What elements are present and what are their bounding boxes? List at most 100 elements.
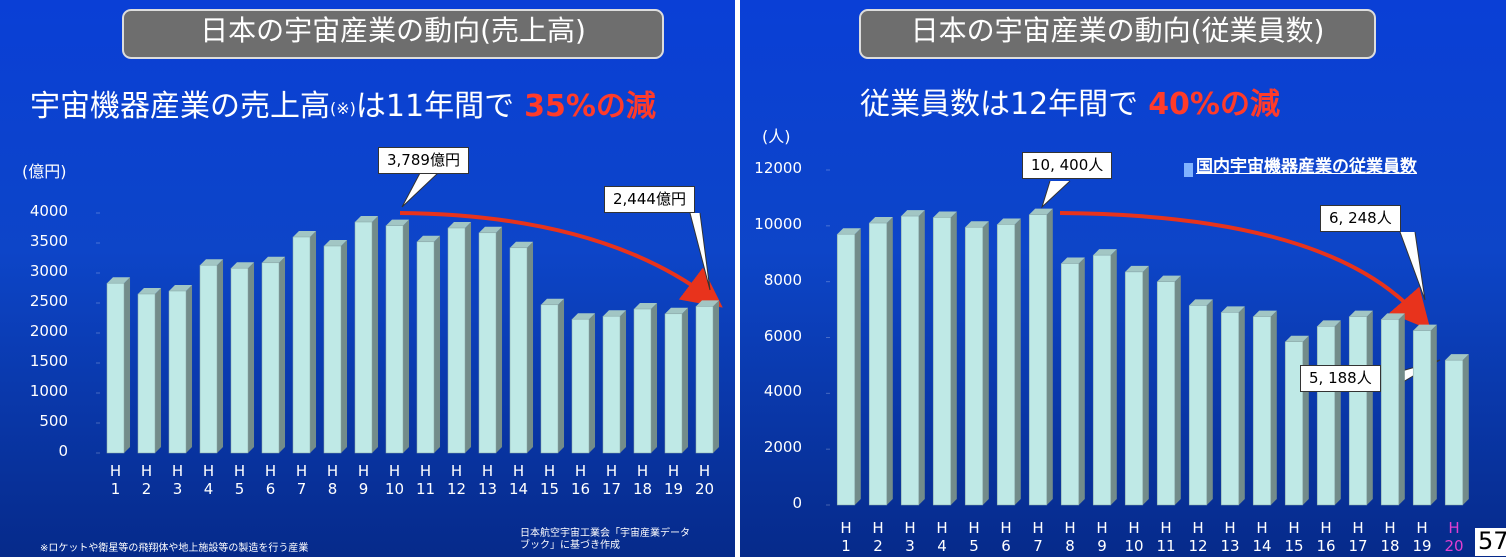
bar-side bbox=[1366, 310, 1373, 505]
bar bbox=[199, 264, 218, 454]
bar bbox=[996, 224, 1016, 506]
x-tick-label: H 1 bbox=[109, 462, 122, 498]
x-tick-label: H 5 bbox=[968, 519, 980, 555]
y-tick-label: 0 bbox=[58, 442, 68, 460]
x-tick-label: H 19 bbox=[1412, 519, 1432, 555]
bar-side bbox=[982, 221, 989, 505]
bar bbox=[354, 221, 373, 454]
bar bbox=[1316, 326, 1336, 506]
y-axis-label: (人) bbox=[762, 127, 791, 146]
title-box bbox=[859, 9, 1376, 59]
x-tick-label: H 18 bbox=[1380, 519, 1400, 555]
bar-top bbox=[1285, 335, 1309, 342]
x-tick-label: H 14 bbox=[1252, 519, 1272, 555]
bar-top bbox=[571, 313, 596, 320]
bar-side bbox=[527, 241, 534, 453]
x-tick-label: H 12 bbox=[446, 462, 467, 498]
bar bbox=[1412, 330, 1432, 506]
bar-side bbox=[854, 228, 861, 506]
bar bbox=[1252, 316, 1272, 506]
bar bbox=[230, 267, 249, 454]
bar bbox=[1092, 254, 1112, 506]
x-tick-label: H 13 bbox=[477, 462, 498, 498]
x-tick-label: H 4 bbox=[936, 519, 948, 555]
bar-top bbox=[1093, 249, 1117, 256]
x-tick-label: H 8 bbox=[326, 462, 339, 498]
bar-side bbox=[620, 310, 627, 453]
bar bbox=[137, 293, 156, 454]
bar-side bbox=[372, 216, 379, 453]
bar-side bbox=[950, 211, 957, 506]
y-tick-label: 10000 bbox=[754, 214, 802, 233]
bar-top bbox=[447, 222, 472, 228]
bar bbox=[836, 233, 856, 506]
bar bbox=[323, 245, 342, 454]
legend-label: 国内宇宙機器産業の従業員数 bbox=[1196, 157, 1417, 177]
bar bbox=[540, 304, 559, 454]
bar-side bbox=[279, 256, 286, 453]
x-tick-label: H 19 bbox=[663, 462, 684, 498]
bar-top bbox=[1029, 208, 1053, 215]
bar bbox=[416, 241, 435, 454]
bar bbox=[168, 290, 187, 454]
bar bbox=[509, 247, 528, 454]
x-tick-label: H 6 bbox=[264, 462, 277, 498]
legend-swatch bbox=[1184, 163, 1193, 177]
x-tick-label: H 3 bbox=[171, 462, 184, 498]
bar bbox=[602, 315, 621, 454]
bar-side bbox=[341, 240, 348, 453]
bar bbox=[106, 282, 125, 454]
x-tick-label: H 11 bbox=[415, 462, 436, 498]
bar-top bbox=[478, 226, 503, 233]
annotation: 6, 248人 bbox=[1320, 205, 1401, 233]
x-tick-label: H 8 bbox=[1064, 519, 1076, 555]
bar-top bbox=[1413, 324, 1437, 331]
bar-top bbox=[261, 256, 286, 263]
bar-top bbox=[168, 285, 193, 291]
bar-side bbox=[886, 217, 893, 505]
bar bbox=[932, 217, 952, 506]
bar-side bbox=[1270, 310, 1277, 505]
subtitle-part: 35%の減 bbox=[524, 89, 656, 124]
bar bbox=[447, 227, 466, 454]
bar bbox=[1444, 359, 1464, 506]
subtitle-part: 宇宙機器産業の売上高 bbox=[30, 89, 330, 124]
bar-top bbox=[292, 231, 317, 237]
y-tick-label: 4000 bbox=[763, 382, 802, 401]
bar bbox=[292, 236, 311, 454]
y-tick-label: 1000 bbox=[29, 382, 68, 400]
bar-top bbox=[1445, 354, 1469, 361]
x-tick-label: H 18 bbox=[632, 462, 653, 498]
bar-top bbox=[323, 240, 348, 246]
bar bbox=[1188, 305, 1208, 506]
bar-side bbox=[1430, 324, 1437, 505]
x-tick-label: H 20 bbox=[1444, 519, 1464, 555]
y-axis-label: (億円) bbox=[22, 162, 67, 181]
bar bbox=[1156, 281, 1176, 506]
annotation: 2,444億円 bbox=[604, 186, 695, 214]
callout-tail bbox=[1399, 231, 1426, 301]
subtitle: 従業員数は12年間で 40%の減 bbox=[860, 87, 1280, 123]
bar bbox=[1028, 214, 1048, 506]
bar-top bbox=[1061, 257, 1085, 264]
bar-top bbox=[1253, 310, 1277, 317]
x-tick-label: H 12 bbox=[1188, 519, 1208, 555]
x-tick-label: H 4 bbox=[202, 462, 215, 498]
bar-side bbox=[155, 288, 162, 453]
callout-tail bbox=[401, 172, 439, 208]
bar-top bbox=[1349, 310, 1373, 317]
bar bbox=[1380, 319, 1400, 506]
bar-side bbox=[465, 222, 472, 453]
x-tick-label: H 16 bbox=[570, 462, 591, 498]
bar-side bbox=[1142, 265, 1149, 505]
x-tick-label: H 17 bbox=[1348, 519, 1368, 555]
bar bbox=[385, 225, 404, 454]
x-tick-label: H 2 bbox=[140, 462, 153, 498]
bar-top bbox=[837, 228, 861, 235]
y-tick-label: 1500 bbox=[29, 352, 68, 370]
divider bbox=[735, 0, 740, 557]
subtitle-part: (※) bbox=[330, 99, 356, 118]
bar bbox=[478, 232, 497, 454]
x-tick-label: H 7 bbox=[295, 462, 308, 498]
